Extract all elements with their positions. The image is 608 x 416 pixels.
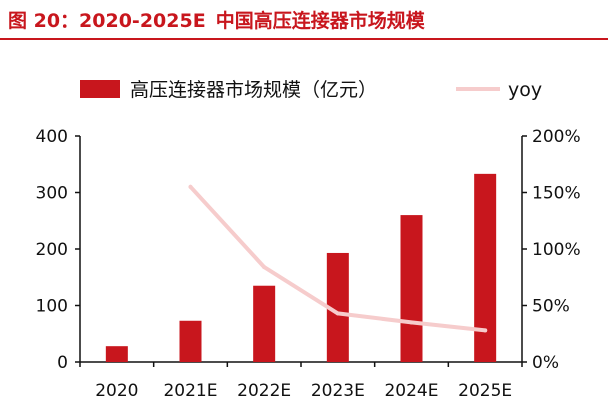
legend-bar-label: 高压连接器市场规模（亿元） <box>130 79 377 101</box>
figure-label: 图 20：2020-2025E <box>8 10 206 32</box>
legend-bar-swatch <box>80 80 120 98</box>
chart-title: 图 20：2020-2025E 中国高压连接器市场规模 <box>8 6 425 33</box>
y-left-tick-label: 400 <box>36 127 68 147</box>
bar <box>400 215 423 362</box>
x-tick-label: 2022E <box>237 381 291 401</box>
yoy-point <box>483 328 488 333</box>
y-left-tick-label: 0 <box>57 353 68 373</box>
bar <box>179 320 202 362</box>
yoy-point <box>188 184 193 189</box>
y-right-tick-label: 100% <box>532 240 581 260</box>
bar <box>105 346 128 362</box>
legend-line-label: yoy <box>508 79 542 101</box>
x-tick-label: 2020 <box>95 381 138 401</box>
x-tick-label: 2024E <box>384 381 438 401</box>
x-tick-label: 2023E <box>311 381 365 401</box>
bar <box>326 252 349 362</box>
bar <box>474 173 497 362</box>
yoy-point <box>335 311 340 316</box>
y-right-tick-label: 50% <box>532 297 570 317</box>
x-tick-label: 2021E <box>163 381 217 401</box>
y-right-tick-label: 200% <box>532 127 581 147</box>
x-tick-label: 2025E <box>458 381 512 401</box>
title-divider <box>0 38 608 40</box>
bar <box>253 285 276 362</box>
y-right-tick-label: 150% <box>532 184 581 204</box>
legend: 高压连接器市场规模（亿元） yoy <box>80 79 542 101</box>
yoy-point <box>262 265 267 270</box>
figure-title-text: 中国高压连接器市场规模 <box>215 10 425 32</box>
y-left-tick-label: 100 <box>36 297 68 317</box>
y-left-tick-label: 200 <box>36 240 68 260</box>
yoy-point <box>409 320 414 325</box>
y-right-tick-label: 0% <box>532 353 559 373</box>
y-left-tick-label: 300 <box>36 184 68 204</box>
